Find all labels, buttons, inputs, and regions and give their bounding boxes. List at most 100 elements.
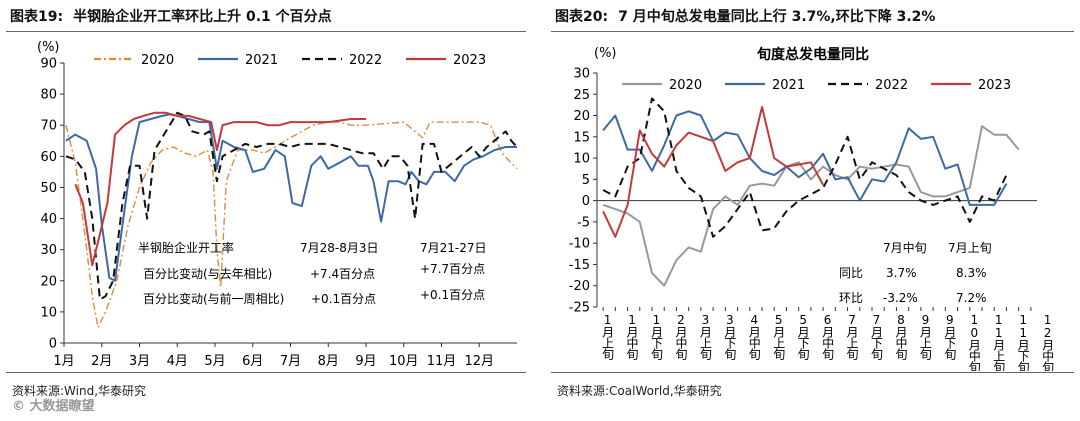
annotation-row2-v2: +0.1百分点	[420, 288, 485, 302]
left-figure-title-text: 半钢胎企业开工率环比上升 0.1 个百分点	[73, 9, 332, 25]
legend-label-2021: 2021	[245, 53, 278, 68]
annotation-row1-v1: 3.7%	[886, 266, 917, 280]
x-tick-label: 9月上旬	[918, 313, 932, 360]
legend-label-2021: 2021	[772, 78, 805, 93]
annotation-col2: 7月上旬	[948, 241, 992, 255]
x-tick-label: 10月中旬	[967, 313, 981, 371]
legend-label-2022: 2022	[349, 53, 382, 68]
series-line-2020	[65, 121, 518, 329]
annotation-row2-v1: -3.2%	[883, 291, 918, 305]
legend-label-2023: 2023	[978, 78, 1011, 93]
series-line-2023	[602, 106, 824, 238]
x-tick-label: 1月上旬	[601, 313, 615, 360]
y-tick-label: 20	[573, 109, 590, 124]
annotation-row1-label: 百分比变动(与去年相比)	[143, 266, 272, 281]
series-line-2021	[65, 113, 517, 282]
x-tick-label: 6月	[242, 354, 263, 369]
annotation-col2: 7月21-27日	[420, 241, 487, 255]
power-generation-yoy-chart: (%) 旬度总发电量同比 2020 2021 2022 2023 -25 -20 -15 -…	[569, 46, 1055, 371]
right-legend: 2020 2021 2022 2023	[622, 78, 1011, 93]
y-tick-label: 60	[40, 150, 57, 165]
x-tick-label: 4月中旬	[747, 313, 761, 360]
x-tick-label: 1月下旬	[650, 313, 664, 360]
right-figure-title-text: 7 月中旬总发电量同比上行 3.7%,环比下降 3.2%	[618, 9, 936, 25]
y-tick-label: 15	[573, 130, 590, 145]
watermark-logo: © 大数据瞭望	[12, 399, 95, 414]
right-annotation: 7月中旬 7月上旬 同比 3.7% 8.3% 环比 -3.2% 7.2%	[839, 240, 992, 305]
y-tick-label: 90	[40, 57, 57, 72]
series-line-2021	[602, 110, 1008, 206]
x-tick-label: 10月	[389, 354, 419, 369]
y-tick-label: 10	[573, 152, 590, 167]
series-line-2023	[74, 111, 366, 267]
y-tick-label: -20	[569, 279, 590, 294]
x-tick-label: 12月	[464, 354, 494, 369]
y-tick-label: 10	[40, 305, 57, 320]
annotation-col1: 7月中旬	[883, 240, 927, 255]
x-tick-label: 6月中旬	[821, 313, 835, 360]
right-figure-panel: 图表20: 7 月中旬总发电量同比上行 3.7%,环比下降 3.2% (%) 旬度…	[545, 0, 1080, 421]
x-tick-label: 11月上旬	[992, 313, 1006, 371]
legend-label-2023: 2023	[453, 53, 486, 68]
left-figure-title: 图表19: 半钢胎企业开工率环比上升 0.1 个百分点	[10, 6, 332, 26]
x-tick-label: 2月中旬	[674, 313, 688, 360]
x-tick-label: 7月下旬	[870, 313, 884, 360]
x-tick-label: 8月	[318, 354, 339, 369]
annotation-header: 半钢胎企业开工率	[138, 240, 234, 255]
y-tick-label: 80	[40, 88, 57, 103]
x-tick-label: 5月上旬	[772, 313, 786, 360]
y-tick-label: -5	[577, 215, 590, 230]
right-chart-title: 旬度总发电量同比	[756, 46, 869, 63]
left-figure-number: 图表19:	[10, 9, 64, 25]
annotation-row2-label: 环比	[839, 291, 863, 305]
x-tick-label: 3月下旬	[723, 313, 737, 360]
y-tick-label: 5	[582, 173, 590, 188]
x-tick-label: 1月中旬	[625, 313, 639, 360]
tire-operating-rate-chart: (%) 2020 2021 2022 2023 0 10 20 30 40 50 60 70 80 90…	[37, 40, 518, 369]
y-tick-label: 0	[582, 194, 590, 209]
annotation-row1-v2: +7.7百分点	[420, 262, 485, 276]
left-source-note: 资料来源:Wind,华泰研究	[12, 384, 147, 398]
x-tick-label: 9月下旬	[943, 313, 957, 360]
right-source-note: 资料来源:CoalWorld,华泰研究	[557, 384, 722, 398]
x-tick-label: 12月中旬	[1041, 313, 1055, 371]
x-tick-label: 7月	[280, 354, 301, 369]
y-tick-label: 25	[573, 88, 590, 103]
left-title-rule	[6, 31, 526, 32]
y-tick-label: -10	[569, 237, 590, 252]
right-figure-title: 图表20: 7 月中旬总发电量同比上行 3.7%,环比下降 3.2%	[555, 6, 935, 26]
x-tick-label: 2月	[91, 354, 112, 369]
right-y-unit: (%)	[594, 46, 617, 61]
legend-label-2020: 2020	[141, 53, 174, 68]
x-tick-label: 5月下旬	[796, 313, 810, 360]
x-tick-label: 9月	[355, 354, 376, 369]
annotation-row2-v1: +0.1百分点	[311, 292, 376, 306]
y-tick-label: -15	[569, 258, 590, 273]
left-bottom-rule	[6, 372, 526, 373]
right-bottom-rule	[551, 372, 1074, 373]
series-line-2022	[65, 111, 518, 301]
annotation-row2-label: 百分比变动(与前一周相比)	[143, 291, 284, 306]
left-legend: 2020 2021 2022 2023	[94, 53, 486, 68]
x-tick-label: 11月	[427, 354, 457, 369]
y-tick-label: 70	[40, 119, 57, 134]
annotation-col1: 7月28-8月3日	[300, 241, 379, 255]
right-title-rule	[551, 31, 1074, 32]
annotation-row2-v2: 7.2%	[956, 291, 987, 305]
right-figure-number: 图表20:	[555, 9, 609, 25]
annotation-row1-v1: +7.4百分点	[310, 267, 375, 281]
x-tick-label: 8月中旬	[894, 313, 908, 360]
annotation-row1-v2: 8.3%	[956, 266, 987, 280]
y-tick-label: -25	[569, 301, 590, 316]
y-tick-label: 30	[573, 67, 590, 82]
x-tick-label: 3月	[129, 354, 150, 369]
y-tick-label: 0	[49, 337, 57, 352]
left-y-unit: (%)	[37, 40, 60, 55]
y-tick-label: 50	[40, 181, 57, 196]
left-figure-panel: 图表19: 半钢胎企业开工率环比上升 0.1 个百分点 (%) 2020 2021 2…	[0, 0, 532, 421]
y-tick-label: 30	[40, 243, 57, 258]
x-tick-label: 4月	[167, 354, 188, 369]
x-tick-label: 1月	[53, 354, 74, 369]
y-tick-label: 20	[40, 274, 57, 289]
y-tick-label: 40	[40, 212, 57, 227]
